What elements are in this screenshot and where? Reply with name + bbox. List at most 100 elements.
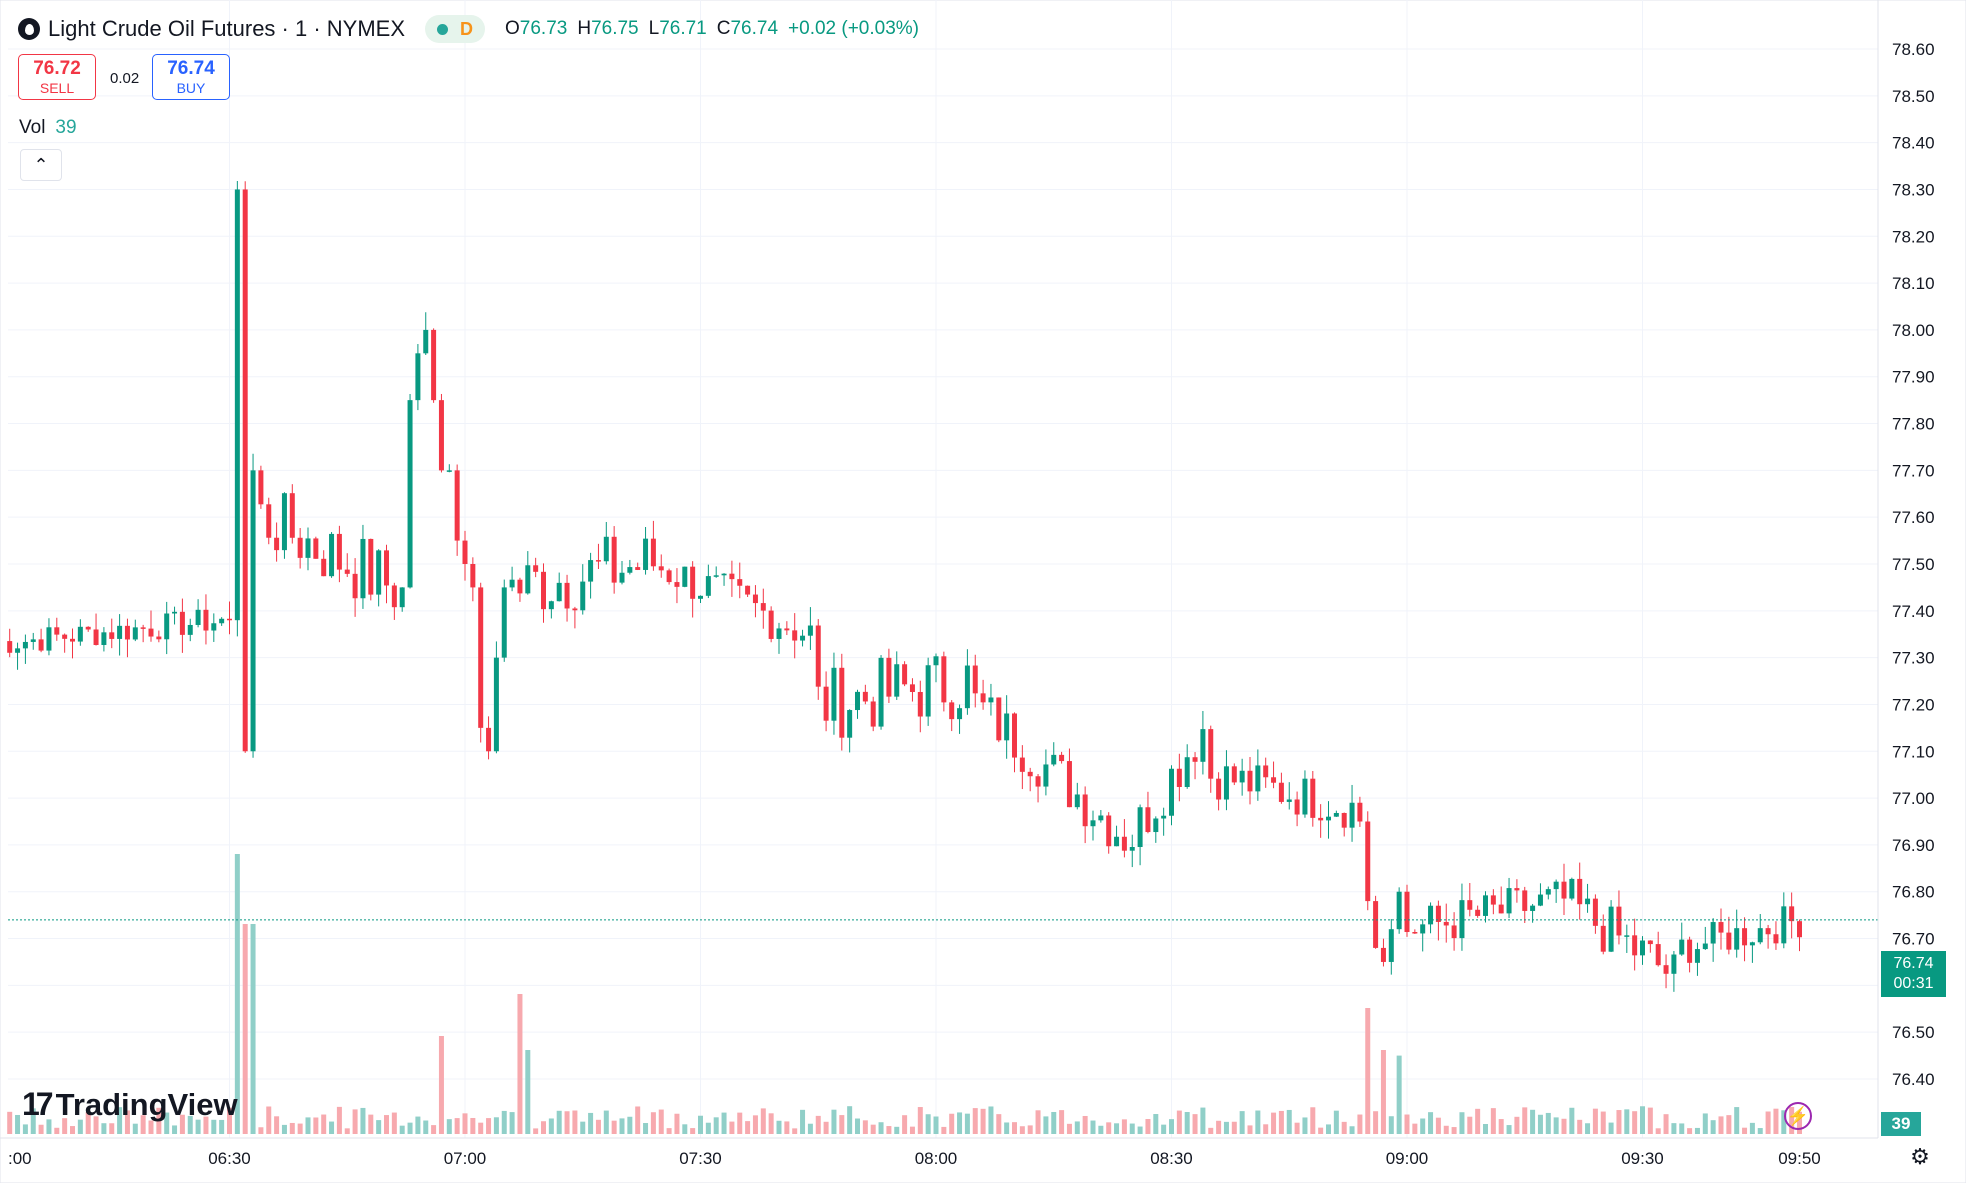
candle-body [1459,900,1465,939]
volume-bar [1640,1106,1645,1134]
candle-body [894,664,900,697]
candle-body [1490,895,1496,905]
candle-body [1326,816,1331,821]
volume-bar [234,854,240,1134]
volume-bar [470,1117,476,1134]
candle-body [1129,847,1135,851]
volume-bar [1679,1123,1685,1134]
volume-bar [93,1116,99,1134]
candle-body [619,572,625,583]
candle-body [737,579,743,586]
volume-bar [187,1115,193,1134]
buy-button[interactable]: 76.74 BUY [152,54,230,100]
tradingview-logo[interactable]: 17 TradingView [22,1086,238,1123]
volume-bar [297,1123,303,1134]
candle-body [1600,925,1606,952]
candle-body [729,573,735,580]
volume-bar [242,924,248,1134]
volume-bar [438,1036,444,1134]
candle-body [768,610,774,639]
candle-body [1694,949,1700,963]
candle-body [800,635,806,641]
volume-bar [501,1110,507,1134]
volume-bar [1223,1121,1229,1134]
candle-body [650,538,656,567]
volume-bar [329,1121,335,1134]
time-tick-label: 07:30 [679,1149,722,1168]
candle-body [1443,921,1449,926]
volume-bar [1577,1119,1583,1134]
time-tick-label: 09:00 [1386,1149,1429,1168]
symbol-title[interactable]: Light Crude Oil Futures · 1 · NYMEX [48,16,406,41]
volume-bar [996,1114,1002,1134]
volume-bar [211,1119,217,1134]
settings-gear-icon[interactable]: ⚙ [1910,1144,1930,1169]
time-tick-label: 08:30 [1150,1149,1193,1168]
candle-body [109,632,115,639]
candle-body [1428,905,1434,925]
volume-bar [1333,1110,1339,1134]
volume-bar [1687,1128,1693,1134]
candle-body [760,603,766,611]
change-value: +0.02 (+0.03%) [788,18,920,39]
volume-legend[interactable]: Vol 39 [19,117,77,139]
volume-bar [156,1107,162,1134]
candle-body [344,569,350,574]
volume-bar [1255,1110,1261,1134]
candle-body [1522,890,1528,911]
volume-bar [431,1125,437,1134]
volume-bar [988,1106,994,1134]
candle-body [1687,939,1693,963]
volume-bar [1326,1124,1331,1134]
volume-bar [274,1116,280,1134]
price-scale[interactable]: 78.60 78.50 78.40 78.30 78.20 78.10 78.00 77.90… [1877,0,1935,1138]
time-scale[interactable]: :00 06:30 07:00 07:30 08:00 08:30 09:00 09:30 09… [0,1137,1878,1168]
candle-body [1106,815,1112,847]
candle-body [234,189,240,621]
volume-bar [957,1112,963,1134]
sell-button[interactable]: 76.72 SELL [18,54,96,100]
candle-body [1420,924,1426,934]
candle-body [1773,934,1779,944]
candle-body [721,573,727,576]
candle-body [1498,904,1504,914]
price-tick-label: 78.60 [1892,40,1935,59]
volume-bar [760,1108,766,1134]
candle-body [1749,942,1755,946]
candle-body [77,626,83,642]
price-tick-label: 77.60 [1892,508,1935,527]
lightning-icon[interactable]: ⚡ [1784,1102,1812,1130]
candle-body [776,628,782,639]
volume-bar [1467,1116,1473,1134]
volume-bar [964,1113,970,1134]
volume-bar [603,1110,609,1134]
time-tick-label: 08:00 [915,1149,958,1168]
volume-bar [1592,1108,1598,1134]
candle-body [376,550,382,595]
volume-bar [1051,1111,1057,1134]
candle-body [289,493,295,538]
candle-body [611,536,617,583]
candle-body [1506,888,1512,914]
volume-bar [313,1117,319,1134]
volume-bar [423,1120,429,1134]
candle-body [1608,906,1614,952]
collapse-legend-button[interactable]: ⌃ [20,149,62,181]
volume-bar [627,1116,633,1134]
market-status-pill[interactable]: D [425,15,486,43]
legend-header: Light Crude Oil Futures · 1 · NYMEX D O7… [18,14,919,44]
candle-body [15,648,21,653]
candle-body [1616,906,1622,936]
volume-bar [70,1126,75,1134]
volume-bar [1671,1123,1677,1134]
candle-body [690,566,696,599]
candle-body [352,573,358,599]
volume-bar [54,1127,60,1134]
volume-bar [815,1115,821,1134]
volume-bar [525,1050,531,1134]
candle-body [1216,778,1222,800]
chevron-up-icon: ⌃ [33,154,49,175]
volume-bar [1169,1119,1174,1134]
